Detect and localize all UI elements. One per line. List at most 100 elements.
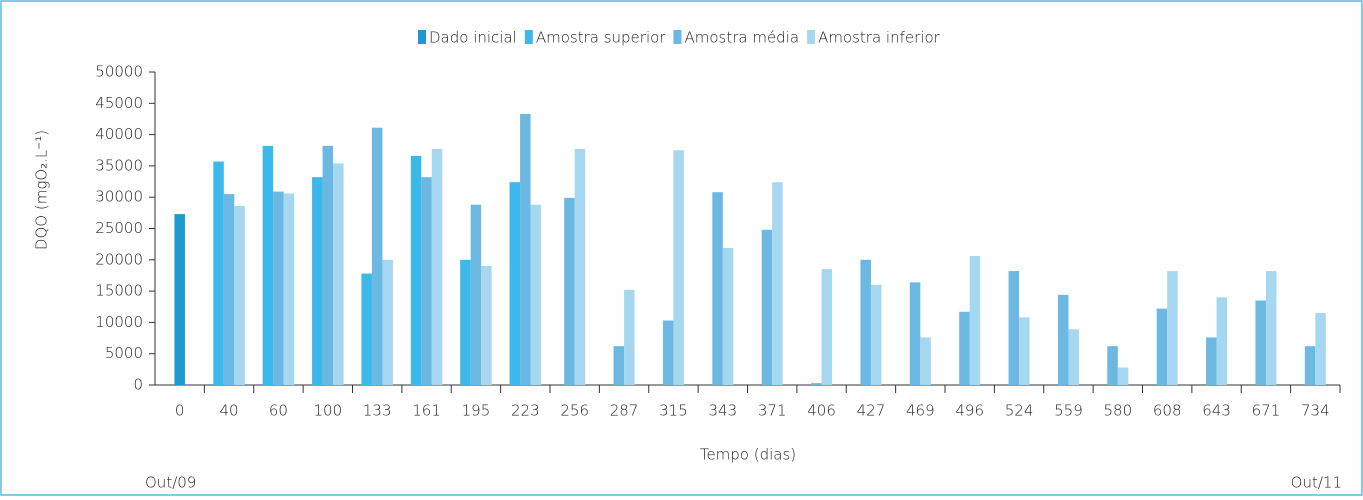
- bar: [821, 269, 833, 385]
- bar: [1068, 329, 1079, 385]
- annotation: Out/09: [145, 474, 196, 492]
- bar: [223, 194, 235, 385]
- bar: [613, 346, 625, 385]
- x-tick-label: 580: [1103, 402, 1132, 420]
- bar: [1008, 271, 1020, 385]
- x-tick-label: 559: [1054, 402, 1083, 420]
- bar: [772, 182, 783, 385]
- legend-label: Dado inicial: [429, 29, 517, 47]
- bar: [662, 320, 674, 385]
- bar: [959, 311, 970, 385]
- bar: [673, 150, 684, 385]
- x-tick-label: 643: [1202, 402, 1231, 420]
- bar: [1265, 271, 1277, 385]
- x-tick-label: 315: [659, 402, 688, 420]
- bar: [361, 273, 372, 385]
- x-tick-label: 161: [412, 402, 441, 420]
- bar: [860, 259, 871, 385]
- bar: [564, 197, 575, 385]
- bar: [1057, 294, 1069, 385]
- y-tick-label: 35000: [95, 156, 143, 174]
- x-tick-label: 406: [807, 402, 836, 420]
- x-tick-label: 427: [857, 402, 886, 420]
- bar: [1117, 367, 1129, 385]
- bar: [1255, 300, 1266, 385]
- x-tick-label: 469: [906, 402, 935, 420]
- bar: [1167, 271, 1178, 385]
- y-tick-label: 10000: [95, 313, 143, 331]
- bar: [870, 284, 882, 385]
- y-axis-label: DQO (mgO₂.L⁻¹): [33, 130, 51, 250]
- y-tick-label: 50000: [95, 63, 143, 81]
- bar: [470, 204, 482, 385]
- legend-label: Amostra média: [684, 29, 799, 47]
- y-tick-label: 25000: [95, 219, 143, 237]
- legend-swatch: [418, 30, 426, 44]
- bar: [520, 113, 531, 385]
- bar: [1107, 346, 1118, 385]
- x-tick-label: 133: [363, 402, 392, 420]
- bar: [624, 289, 635, 385]
- legend-label: Amostra inferior: [818, 29, 941, 47]
- bar: [481, 266, 492, 385]
- bar: [382, 259, 393, 385]
- x-axis-label: Tempo (dias): [700, 446, 796, 464]
- y-tick-label: 20000: [95, 250, 143, 268]
- annotation: Out/11: [1291, 474, 1342, 492]
- bar: [283, 193, 295, 385]
- bar: [920, 337, 931, 385]
- bar: [530, 204, 542, 385]
- bar: [234, 205, 245, 385]
- legend-swatch: [524, 30, 533, 44]
- bar: [213, 161, 224, 385]
- legend-swatch: [807, 30, 816, 44]
- x-tick-label: 195: [462, 402, 491, 420]
- bar: [1304, 346, 1316, 385]
- bar: [410, 155, 422, 385]
- y-tick-label: 40000: [95, 125, 143, 143]
- bar: [273, 191, 284, 385]
- bar: [909, 282, 921, 385]
- bar: [1019, 317, 1030, 385]
- bar: [712, 192, 723, 385]
- x-tick-label: 734: [1301, 402, 1330, 420]
- bar: [969, 256, 981, 385]
- bar: [509, 182, 521, 385]
- x-tick-label: 524: [1005, 402, 1034, 420]
- bar: [761, 229, 773, 385]
- bar: [1206, 337, 1217, 385]
- bar: [174, 214, 185, 385]
- bar: [574, 148, 586, 385]
- y-tick-label: 45000: [95, 94, 143, 112]
- legend-swatch: [673, 30, 682, 44]
- x-tick-label: 60: [269, 402, 288, 420]
- y-tick-label: 5000: [105, 344, 143, 362]
- bar: [431, 148, 443, 385]
- x-tick-label: 371: [758, 402, 787, 420]
- bar: [371, 127, 383, 386]
- bar: [1156, 308, 1168, 385]
- bar: [811, 383, 822, 385]
- x-tick-label: 223: [511, 402, 540, 420]
- legend-label: Amostra superior: [536, 29, 666, 47]
- x-tick-label: 496: [955, 402, 984, 420]
- x-tick-label: 343: [708, 402, 737, 420]
- bar: [722, 247, 734, 385]
- bar: [1315, 313, 1326, 385]
- bar: [1216, 297, 1228, 385]
- bar: [262, 145, 274, 385]
- bar: [460, 259, 471, 385]
- bar: [333, 163, 344, 385]
- x-tick-label: 608: [1153, 402, 1182, 420]
- x-tick-label: 256: [560, 402, 589, 420]
- y-tick-label: 30000: [95, 188, 143, 206]
- bar: [322, 145, 334, 385]
- x-tick-label: 0: [175, 402, 185, 420]
- x-tick-label: 671: [1252, 402, 1281, 420]
- x-tick-label: 287: [610, 402, 639, 420]
- y-tick-label: 15000: [95, 282, 143, 300]
- x-tick-label: 100: [313, 402, 342, 420]
- y-tick-label: 0: [133, 376, 143, 394]
